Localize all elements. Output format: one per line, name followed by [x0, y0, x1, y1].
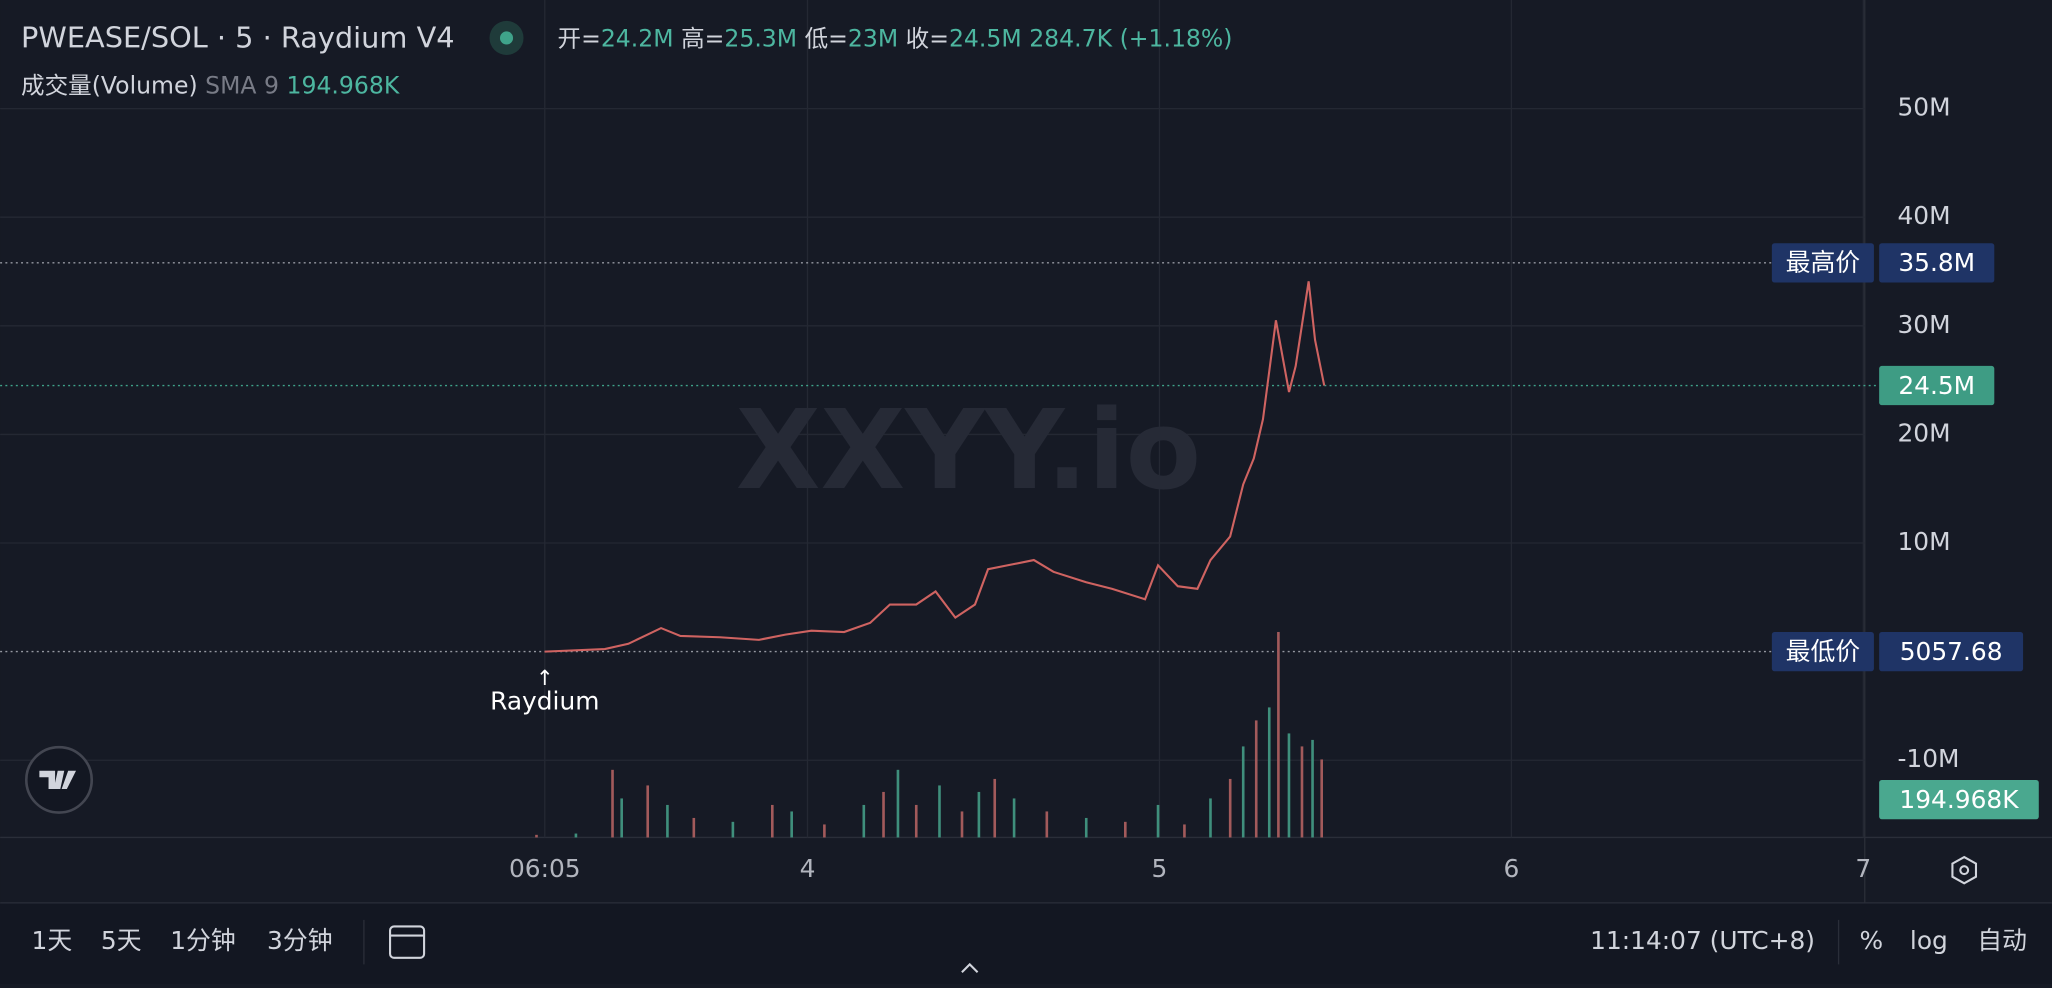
volume-bar	[977, 791, 981, 838]
y-tick-label: 10M	[1897, 527, 1950, 556]
price-line	[544, 281, 1326, 653]
volume-indicator: SMA 9	[205, 71, 279, 99]
y-tick-label: 30M	[1897, 310, 1950, 339]
volume-bar	[1012, 798, 1016, 838]
volume-bar	[882, 791, 885, 838]
last-value: 24.5M	[1898, 371, 1975, 400]
logo[interactable]	[24, 745, 94, 814]
volume-bar	[646, 785, 650, 838]
volume-bar	[1241, 746, 1245, 838]
annotation-arrow: ↑	[536, 666, 554, 690]
volume-bar	[1311, 739, 1314, 838]
watermark: XXYY.io	[736, 386, 1201, 514]
y-tick-label: -10M	[1897, 744, 1959, 773]
volume-bar	[993, 778, 997, 838]
plot	[0, 262, 1877, 838]
x-tick-label: 4	[800, 854, 816, 883]
annotation-text: Raydium	[490, 687, 599, 716]
volume-bar	[938, 785, 941, 838]
settings-icon-dot	[1959, 865, 1970, 876]
volume-bar	[823, 824, 826, 838]
legend-value: 25.3M	[724, 24, 797, 52]
x-tick-label: 6	[1503, 854, 1519, 883]
calendar-icon[interactable]	[389, 925, 426, 959]
legend-value: 23M	[848, 24, 898, 52]
volume-bar	[1254, 720, 1258, 838]
volume-bar	[914, 804, 918, 838]
range-button[interactable]: 5天	[101, 926, 142, 955]
volume-bar	[1300, 746, 1304, 838]
volume-bar	[1277, 631, 1280, 838]
logo-mark	[39, 770, 77, 790]
last-value-bg	[1879, 365, 1995, 406]
volume-bar	[1124, 821, 1127, 838]
x-tick-label: 5	[1152, 854, 1168, 883]
volume-bar	[731, 821, 735, 838]
volume-value: 194.968K	[287, 71, 400, 99]
legend-label: 收=	[906, 24, 949, 52]
log-toggle[interactable]: log	[1910, 926, 1948, 955]
legend-value: 24.5M	[949, 24, 1022, 52]
volume-bar	[611, 769, 614, 838]
ohlc-legend: 开=24.2M 高=25.3M 低=23M 收=24.5M 284.7K (+1…	[558, 24, 1233, 52]
low-value-bg	[1879, 631, 2024, 672]
volume-bar	[1320, 759, 1324, 838]
goto-date[interactable]	[389, 925, 426, 959]
percent-toggle[interactable]: %	[1859, 926, 1883, 955]
volume-bar	[1209, 798, 1212, 838]
volume-bar	[535, 834, 538, 838]
low-value: 5057.68	[1900, 637, 2003, 666]
volume-bar	[862, 804, 866, 838]
high-value-bg	[1879, 243, 1995, 283]
y-tick-label: 20M	[1897, 418, 1950, 447]
expand-caret[interactable]	[961, 962, 979, 973]
x-tick-label: 7	[1855, 854, 1871, 883]
y-tick-label: 40M	[1897, 201, 1950, 230]
high-value: 35.8M	[1898, 248, 1975, 277]
change: 284.7K	[1029, 24, 1112, 52]
settings-icon[interactable]	[1951, 855, 1978, 885]
volume-bar	[896, 769, 900, 838]
range-button[interactable]: 1分钟	[170, 926, 236, 955]
chart-title: PWEASE/SOL · 5 · Raydium V4	[21, 20, 454, 54]
x-tick-label: 06:05	[509, 854, 581, 883]
high-label-bg	[1771, 243, 1874, 283]
low-label: 最低价	[1786, 637, 1861, 666]
volume-bar	[666, 804, 669, 838]
volume-label-bg	[1879, 779, 2039, 820]
volume-bar	[770, 804, 774, 838]
y-tick-label: 50M	[1897, 93, 1950, 122]
volume-bar	[1045, 811, 1049, 838]
clock: 11:14:07 (UTC+8)	[1590, 926, 1815, 955]
status-dot	[499, 31, 514, 45]
legend-value: 24.2M	[601, 24, 674, 52]
legend-label: 高=	[681, 24, 724, 52]
change-pct: (+1.18%)	[1120, 24, 1233, 52]
range-button[interactable]: 1天	[32, 926, 73, 955]
volume-label: 194.968K	[1899, 785, 2019, 814]
volume-bar	[1183, 824, 1186, 838]
high-label: 最高价	[1786, 248, 1861, 277]
toolbar-bg	[0, 902, 2052, 984]
volume-bar	[790, 811, 793, 838]
volume-bar	[1156, 804, 1160, 838]
volume-bar	[692, 817, 696, 838]
volume-bar	[574, 833, 578, 838]
auto-toggle[interactable]: 自动	[1977, 926, 2027, 955]
low-label-bg	[1771, 631, 1874, 672]
volume-bar	[1084, 817, 1088, 838]
volume-name: 成交量(Volume)	[21, 71, 198, 99]
volume-bar	[960, 811, 964, 838]
grid	[0, 0, 1865, 838]
legend-label: 开=	[558, 24, 601, 52]
volume-bar	[1287, 733, 1291, 838]
volume-legend: 成交量(Volume) SMA 9 194.968K	[21, 71, 400, 99]
range-button[interactable]: 3分钟	[267, 926, 333, 955]
volume-bar	[1267, 707, 1271, 838]
volume-bar	[1228, 778, 1232, 838]
legend-label: 低=	[805, 24, 848, 52]
volume-bar	[620, 798, 623, 838]
